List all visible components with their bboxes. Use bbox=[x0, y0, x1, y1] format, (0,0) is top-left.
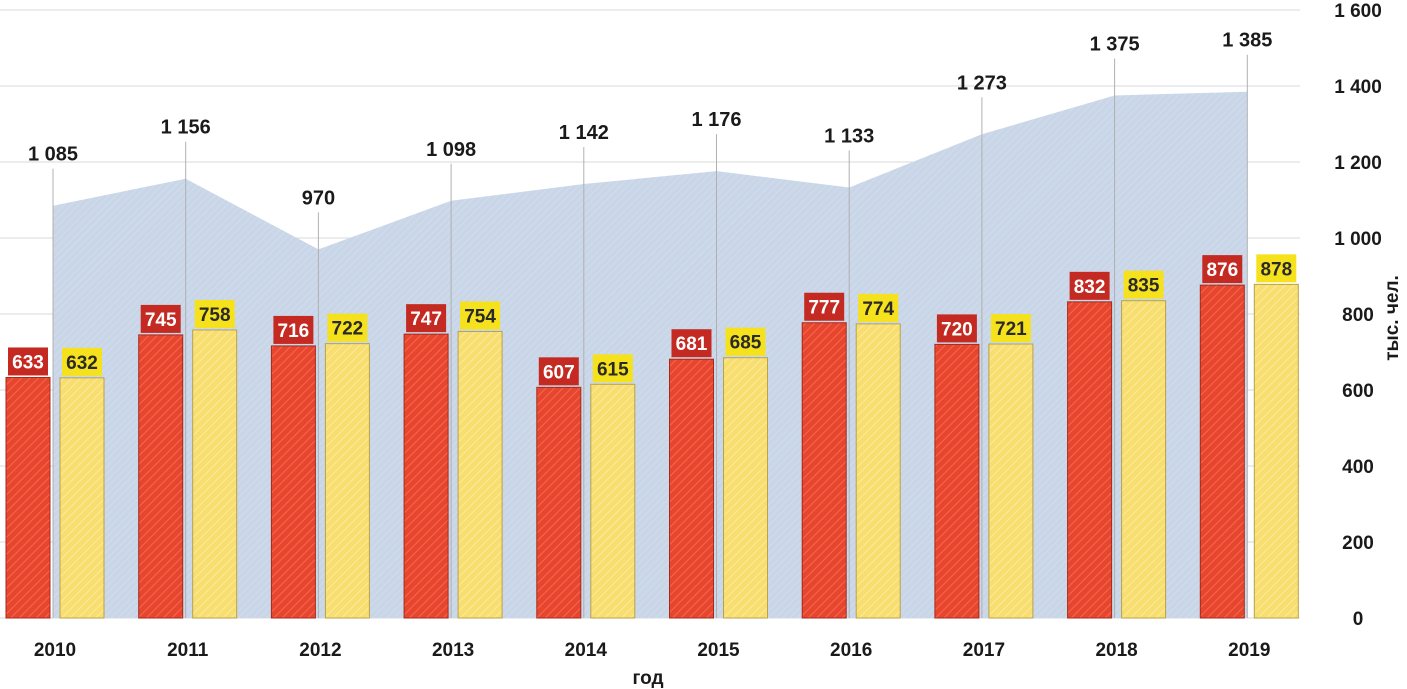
bar-label-background bbox=[725, 327, 766, 356]
y-axis-title: тыс. чел. bbox=[1382, 275, 1403, 361]
bar-data-label: 876 bbox=[1206, 260, 1238, 281]
bar-data-label: 633 bbox=[12, 352, 44, 373]
bar-label-background bbox=[1069, 271, 1110, 300]
bar-label-background bbox=[990, 314, 1031, 343]
bar-label-background bbox=[327, 313, 368, 342]
x-tick-label: 2013 bbox=[432, 640, 474, 661]
y-tick-label: 200 bbox=[1342, 533, 1374, 554]
bar bbox=[590, 383, 636, 619]
x-tick-label: 2010 bbox=[34, 640, 76, 661]
area-data-label: 1 085 bbox=[28, 144, 78, 166]
x-axis-title: год bbox=[632, 668, 663, 689]
bar-data-label: 716 bbox=[278, 321, 310, 342]
bar-label-background bbox=[858, 293, 899, 322]
bar-data-label: 607 bbox=[543, 362, 575, 383]
x-tick-label: 2019 bbox=[1228, 640, 1270, 661]
axes: 0 200 400 600 800 1 000 1 200 1 400 1 600 2010 201… bbox=[34, 1, 1382, 661]
y-tick-label: 600 bbox=[1342, 381, 1374, 402]
bar-label-background bbox=[1256, 254, 1297, 283]
area-data-label: 1 156 bbox=[161, 117, 211, 139]
bar-data-label: 835 bbox=[1128, 276, 1160, 297]
bar bbox=[270, 345, 316, 619]
bar bbox=[192, 329, 238, 619]
bar-label-background bbox=[1202, 255, 1243, 284]
area-data-label: 1 098 bbox=[426, 139, 476, 161]
bar bbox=[1067, 301, 1113, 619]
x-tick-label: 2016 bbox=[830, 640, 872, 661]
y-tick-label: 0 bbox=[1353, 609, 1364, 630]
bar bbox=[855, 323, 901, 619]
bar bbox=[5, 376, 51, 619]
bar bbox=[138, 334, 184, 619]
bar-data-label: 720 bbox=[941, 319, 973, 340]
bar bbox=[934, 343, 980, 619]
y-tick-label: 1 400 bbox=[1334, 77, 1382, 98]
y-tick-label: 400 bbox=[1342, 457, 1374, 478]
bar-data-label: 745 bbox=[145, 310, 177, 331]
bar-label-background bbox=[804, 292, 845, 321]
bar-label-background bbox=[406, 304, 447, 333]
bar bbox=[536, 386, 582, 619]
bar-data-label: 721 bbox=[995, 319, 1027, 340]
x-tick-label: 2015 bbox=[697, 640, 740, 661]
area-data-label: 1 375 bbox=[1090, 34, 1140, 56]
bar bbox=[801, 322, 847, 619]
bar bbox=[457, 330, 503, 619]
bar-data-label: 774 bbox=[862, 299, 894, 320]
x-tick-label: 2014 bbox=[565, 640, 608, 661]
bar bbox=[1121, 300, 1167, 619]
area-data-label: 970 bbox=[302, 187, 335, 209]
bar-data-label: 754 bbox=[464, 306, 496, 327]
x-tick-label: 2017 bbox=[963, 640, 1005, 661]
bar bbox=[669, 358, 714, 619]
bar-data-label: 685 bbox=[730, 333, 762, 354]
x-tick-label: 2012 bbox=[299, 640, 341, 661]
bar-label-background bbox=[273, 315, 314, 344]
bar bbox=[723, 357, 768, 619]
bar bbox=[324, 343, 370, 619]
bar bbox=[403, 333, 449, 619]
area-data-label: 1 385 bbox=[1222, 30, 1272, 52]
bar-label-background bbox=[140, 304, 181, 333]
y-tick-label: 1 600 bbox=[1334, 1, 1382, 22]
bar-label-background bbox=[671, 329, 712, 358]
area-leader-lines bbox=[52, 54, 1248, 618]
bar-label-background bbox=[460, 301, 501, 330]
bar bbox=[988, 343, 1034, 619]
bar-data-label: 777 bbox=[808, 298, 840, 319]
bar-label-background bbox=[62, 347, 102, 376]
bar-data-label: 758 bbox=[199, 305, 231, 326]
bar bbox=[1253, 283, 1299, 619]
area-data-label: 1 176 bbox=[691, 109, 741, 131]
y-tick-label: 1 000 bbox=[1334, 229, 1382, 250]
bar-label-background bbox=[936, 314, 977, 343]
bar-data-label: 747 bbox=[410, 309, 442, 330]
x-tick-label: 2018 bbox=[1095, 640, 1137, 661]
bar-data-label: 832 bbox=[1074, 277, 1106, 298]
bar-series bbox=[5, 283, 1299, 619]
bar bbox=[1199, 284, 1245, 619]
area-data-label: 1 273 bbox=[957, 72, 1007, 94]
bar-data-label: 722 bbox=[332, 319, 364, 340]
bar-label-background bbox=[194, 299, 235, 328]
x-tick-label: 2011 bbox=[167, 640, 209, 661]
bar-data-label: 878 bbox=[1260, 259, 1292, 280]
bar-label-background bbox=[1123, 270, 1164, 299]
bar-label-background bbox=[592, 354, 633, 383]
area-data-label: 1 133 bbox=[824, 125, 874, 147]
bar-data-label: 632 bbox=[66, 353, 98, 374]
area-data-label: 1 142 bbox=[559, 122, 609, 144]
y-tick-label: 800 bbox=[1342, 305, 1374, 326]
bar bbox=[59, 377, 105, 619]
data-labels: 1 085 1 156 970 1 098 1 142 1 176 1 133 1 273 1 … bbox=[8, 30, 1297, 386]
bar-label-background bbox=[538, 357, 579, 386]
bar-data-label: 681 bbox=[676, 334, 708, 355]
bar-label-background bbox=[8, 347, 48, 376]
bar-data-label: 615 bbox=[597, 359, 629, 380]
y-tick-label: 1 200 bbox=[1334, 153, 1382, 174]
